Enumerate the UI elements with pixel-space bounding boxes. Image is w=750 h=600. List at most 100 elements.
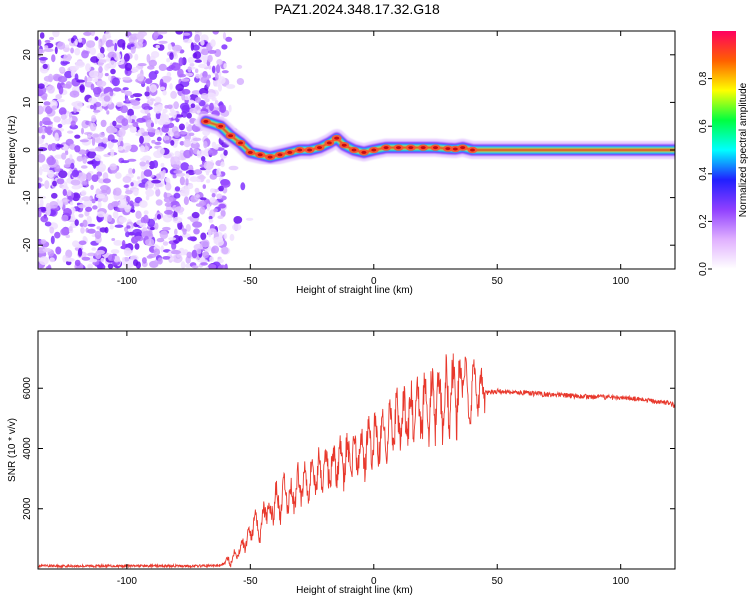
- noise-blob: [134, 41, 143, 49]
- snr-panel: -100 -50 0 50 100 2000 4000 6000 Height of strai…: [7, 330, 676, 596]
- noise-blob: [214, 100, 219, 105]
- noise-blob: [56, 144, 64, 148]
- noise-blob: [76, 79, 85, 83]
- noise-blob: [193, 51, 202, 60]
- noise-blob: [67, 130, 74, 134]
- noise-blob: [38, 39, 42, 47]
- noise-blob: [245, 217, 254, 221]
- noise-blob: [163, 196, 174, 203]
- noise-blob: [96, 70, 104, 79]
- noise-blob: [195, 97, 201, 103]
- noise-blob: [191, 90, 201, 95]
- noise-blob: [164, 209, 174, 215]
- noise-blob: [159, 230, 169, 239]
- noise-blob: [61, 152, 67, 160]
- noise-blob: [146, 54, 151, 63]
- noise-blob: [170, 250, 181, 255]
- noise-blob: [211, 193, 216, 198]
- noise-blob: [54, 231, 61, 239]
- colorbar-gradient: [712, 31, 736, 269]
- noise-blob: [188, 132, 195, 137]
- noise-blob: [143, 214, 149, 224]
- y-axis-label: Frequency (Hz): [7, 116, 18, 185]
- noise-blob: [174, 228, 178, 236]
- noise-blob: [127, 108, 134, 118]
- noise-blob: [180, 131, 188, 135]
- noise-blob: [80, 165, 88, 169]
- noise-blob: [100, 119, 107, 128]
- noise-blob: [146, 255, 153, 259]
- noise-blob: [196, 175, 206, 180]
- noise-blob: [202, 71, 208, 79]
- noise-blob: [78, 38, 83, 43]
- noise-blob: [47, 144, 53, 151]
- ridge-knot-core: [267, 155, 273, 159]
- noise-blob: [192, 221, 203, 228]
- noise-blob: [70, 213, 75, 221]
- noise-blob: [111, 201, 119, 208]
- noise-blob: [117, 115, 124, 120]
- noise-blob: [81, 180, 88, 186]
- noise-blob: [122, 142, 132, 151]
- noise-blob: [168, 65, 176, 69]
- noise-blob: [148, 229, 153, 237]
- y-tick-label: 6000: [22, 377, 33, 400]
- noise-blob: [191, 249, 198, 259]
- ridge-knot-core: [341, 143, 347, 147]
- noise-blob: [64, 70, 73, 79]
- noise-blob: [106, 110, 110, 115]
- noise-blob: [151, 179, 162, 184]
- noise-blob: [210, 39, 216, 47]
- noise-blob: [124, 62, 133, 71]
- noise-blob: [223, 233, 228, 240]
- noise-blob: [111, 77, 120, 87]
- noise-blob: [85, 63, 91, 72]
- noise-blob: [70, 70, 76, 78]
- noise-blob: [225, 84, 236, 89]
- noise-blob: [175, 31, 184, 35]
- noise-blob: [156, 147, 165, 156]
- noise-blob: [211, 245, 219, 254]
- noise-blob: [121, 118, 129, 127]
- noise-blob: [220, 179, 231, 188]
- y-tick-label: 20: [22, 49, 33, 61]
- noise-blob: [180, 78, 190, 82]
- x-tick-label: 50: [492, 576, 504, 587]
- noise-blob: [185, 72, 194, 77]
- noise-blob: [145, 188, 155, 197]
- noise-blob: [68, 226, 73, 232]
- noise-blob: [81, 50, 89, 59]
- noise-blob: [130, 182, 134, 187]
- noise-blob: [137, 63, 147, 67]
- noise-blob: [162, 90, 167, 96]
- noise-blob: [216, 193, 223, 200]
- noise-blob: [145, 78, 153, 85]
- noise-blob: [49, 201, 59, 209]
- noise-blob: [129, 99, 137, 103]
- noise-blob: [49, 226, 55, 234]
- noise-blob: [58, 85, 64, 95]
- noise-blob: [155, 173, 162, 179]
- noise-blob: [94, 138, 103, 144]
- noise-blob: [154, 70, 159, 75]
- noise-blob: [99, 227, 107, 233]
- noise-blob: [139, 135, 144, 144]
- noise-blob: [50, 235, 55, 245]
- noise-blob: [76, 172, 87, 182]
- noise-blob: [213, 78, 221, 87]
- noise-blob: [90, 184, 94, 190]
- noise-blob: [90, 56, 100, 63]
- noise-blob: [66, 189, 72, 197]
- noise-blob: [205, 179, 211, 184]
- noise-blob: [88, 97, 98, 104]
- noise-blob: [139, 161, 146, 167]
- noise-blob: [38, 83, 45, 89]
- noise-blob: [180, 149, 184, 154]
- noise-blob: [162, 256, 171, 260]
- ridge-knot-core: [334, 136, 340, 140]
- noise-blob: [190, 141, 200, 149]
- noise-blob: [53, 116, 61, 123]
- noise-blob: [193, 228, 200, 235]
- noise-blob: [217, 215, 224, 219]
- noise-blob: [65, 234, 71, 239]
